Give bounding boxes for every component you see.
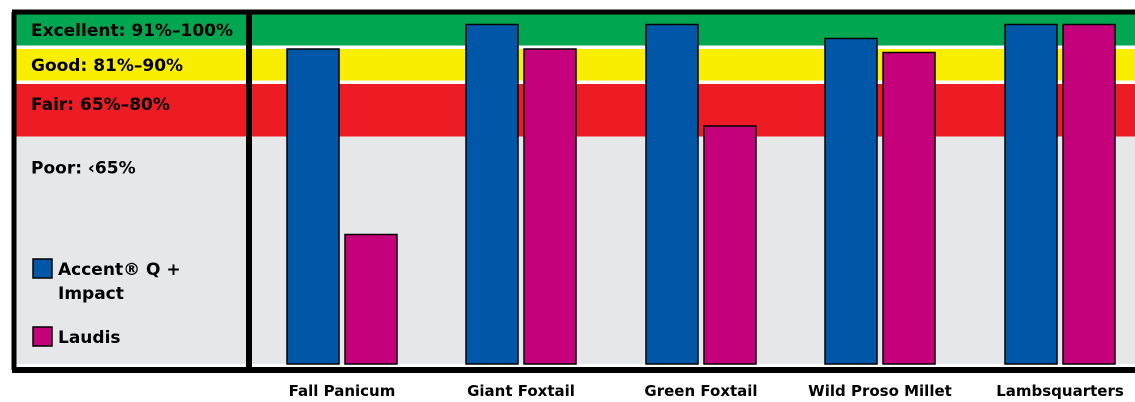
legend-label: Laudis — [58, 328, 121, 348]
rating-band-label: Excellent: 91%–100% — [31, 21, 233, 41]
x-tick-label: Giant Foxtail — [467, 382, 575, 400]
x-tick-label: Lambsquarters — [996, 382, 1124, 400]
chart-frame — [11, 9, 1135, 373]
bar-accent-q-impact — [286, 48, 340, 365]
bars — [286, 23, 1116, 365]
bar-laudis — [703, 125, 757, 365]
legend-swatch — [32, 258, 53, 279]
bar-accent-q-impact — [645, 23, 699, 365]
legend-swatch — [32, 326, 53, 347]
rating-band — [12, 14, 1135, 46]
rating-band-label: Poor: ‹65% — [31, 159, 136, 179]
x-tick-label: Fall Panicum — [289, 382, 396, 400]
bar-accent-q-impact — [1004, 23, 1058, 365]
bar-laudis — [523, 48, 577, 365]
bar-accent-q-impact — [465, 23, 519, 365]
bar-accent-q-impact — [824, 37, 878, 365]
x-tick-label: Wild Proso Millet — [808, 382, 952, 400]
bar-laudis — [344, 233, 398, 365]
legend-label: Impact — [58, 284, 124, 304]
rating-band-label: Good: 81%–90% — [31, 56, 183, 76]
x-axis-tick-labels: Fall Panicum Giant Foxtail Green Foxtail Wi… — [289, 382, 1124, 400]
legend: Accent® Q + Impact Laudis — [32, 258, 181, 348]
rating-band-labels: Excellent: 91%–100% Good: 81%–90% Fair: 65… — [31, 21, 233, 179]
bar-laudis — [1062, 23, 1116, 365]
bar-laudis — [882, 51, 936, 365]
legend-label: Accent® Q + — [58, 260, 181, 280]
rating-band-label: Fair: 65%–80% — [31, 95, 170, 115]
x-tick-label: Green Foxtail — [644, 382, 757, 400]
